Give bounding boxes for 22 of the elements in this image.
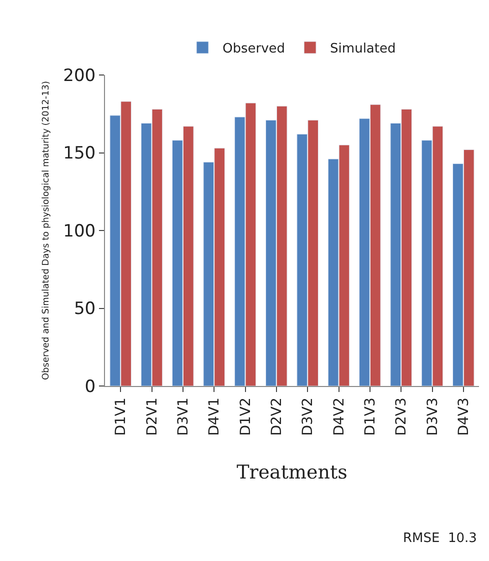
x-tick-label: D4V1 xyxy=(206,398,223,436)
y-axis-title: Observed and Simulated Days to physiological maturity (2012-13) xyxy=(41,80,52,380)
x-tick-label: D2V1 xyxy=(144,398,160,436)
x-tick-label: D3V2 xyxy=(300,398,316,436)
text: RMSE 10.3 xyxy=(403,531,477,546)
y-tick-label: 0 xyxy=(84,376,96,397)
y-tick-label: 200 xyxy=(63,66,96,86)
y-tick-label: 150 xyxy=(63,144,96,164)
legend-label: Simulated xyxy=(330,42,396,57)
x-axis-title: Treatments xyxy=(236,462,348,484)
x-tick-label: D3V1 xyxy=(175,398,192,436)
y-tick-label: 100 xyxy=(63,221,96,242)
legend-label: Observed xyxy=(222,42,286,57)
x-tick-label: D1V1 xyxy=(113,398,130,436)
x-tick-label: D4V2 xyxy=(331,398,348,436)
x-tick-label: D4V3 xyxy=(456,398,472,436)
x-tick-label: D1V3 xyxy=(362,398,378,436)
x-tick-label: D1V2 xyxy=(238,398,254,436)
x-tick-label: D3V3 xyxy=(424,398,441,436)
x-tick-label: D2V3 xyxy=(394,398,410,436)
x-tick-label: D2V2 xyxy=(268,398,285,436)
y-tick-label: 50 xyxy=(74,299,96,320)
